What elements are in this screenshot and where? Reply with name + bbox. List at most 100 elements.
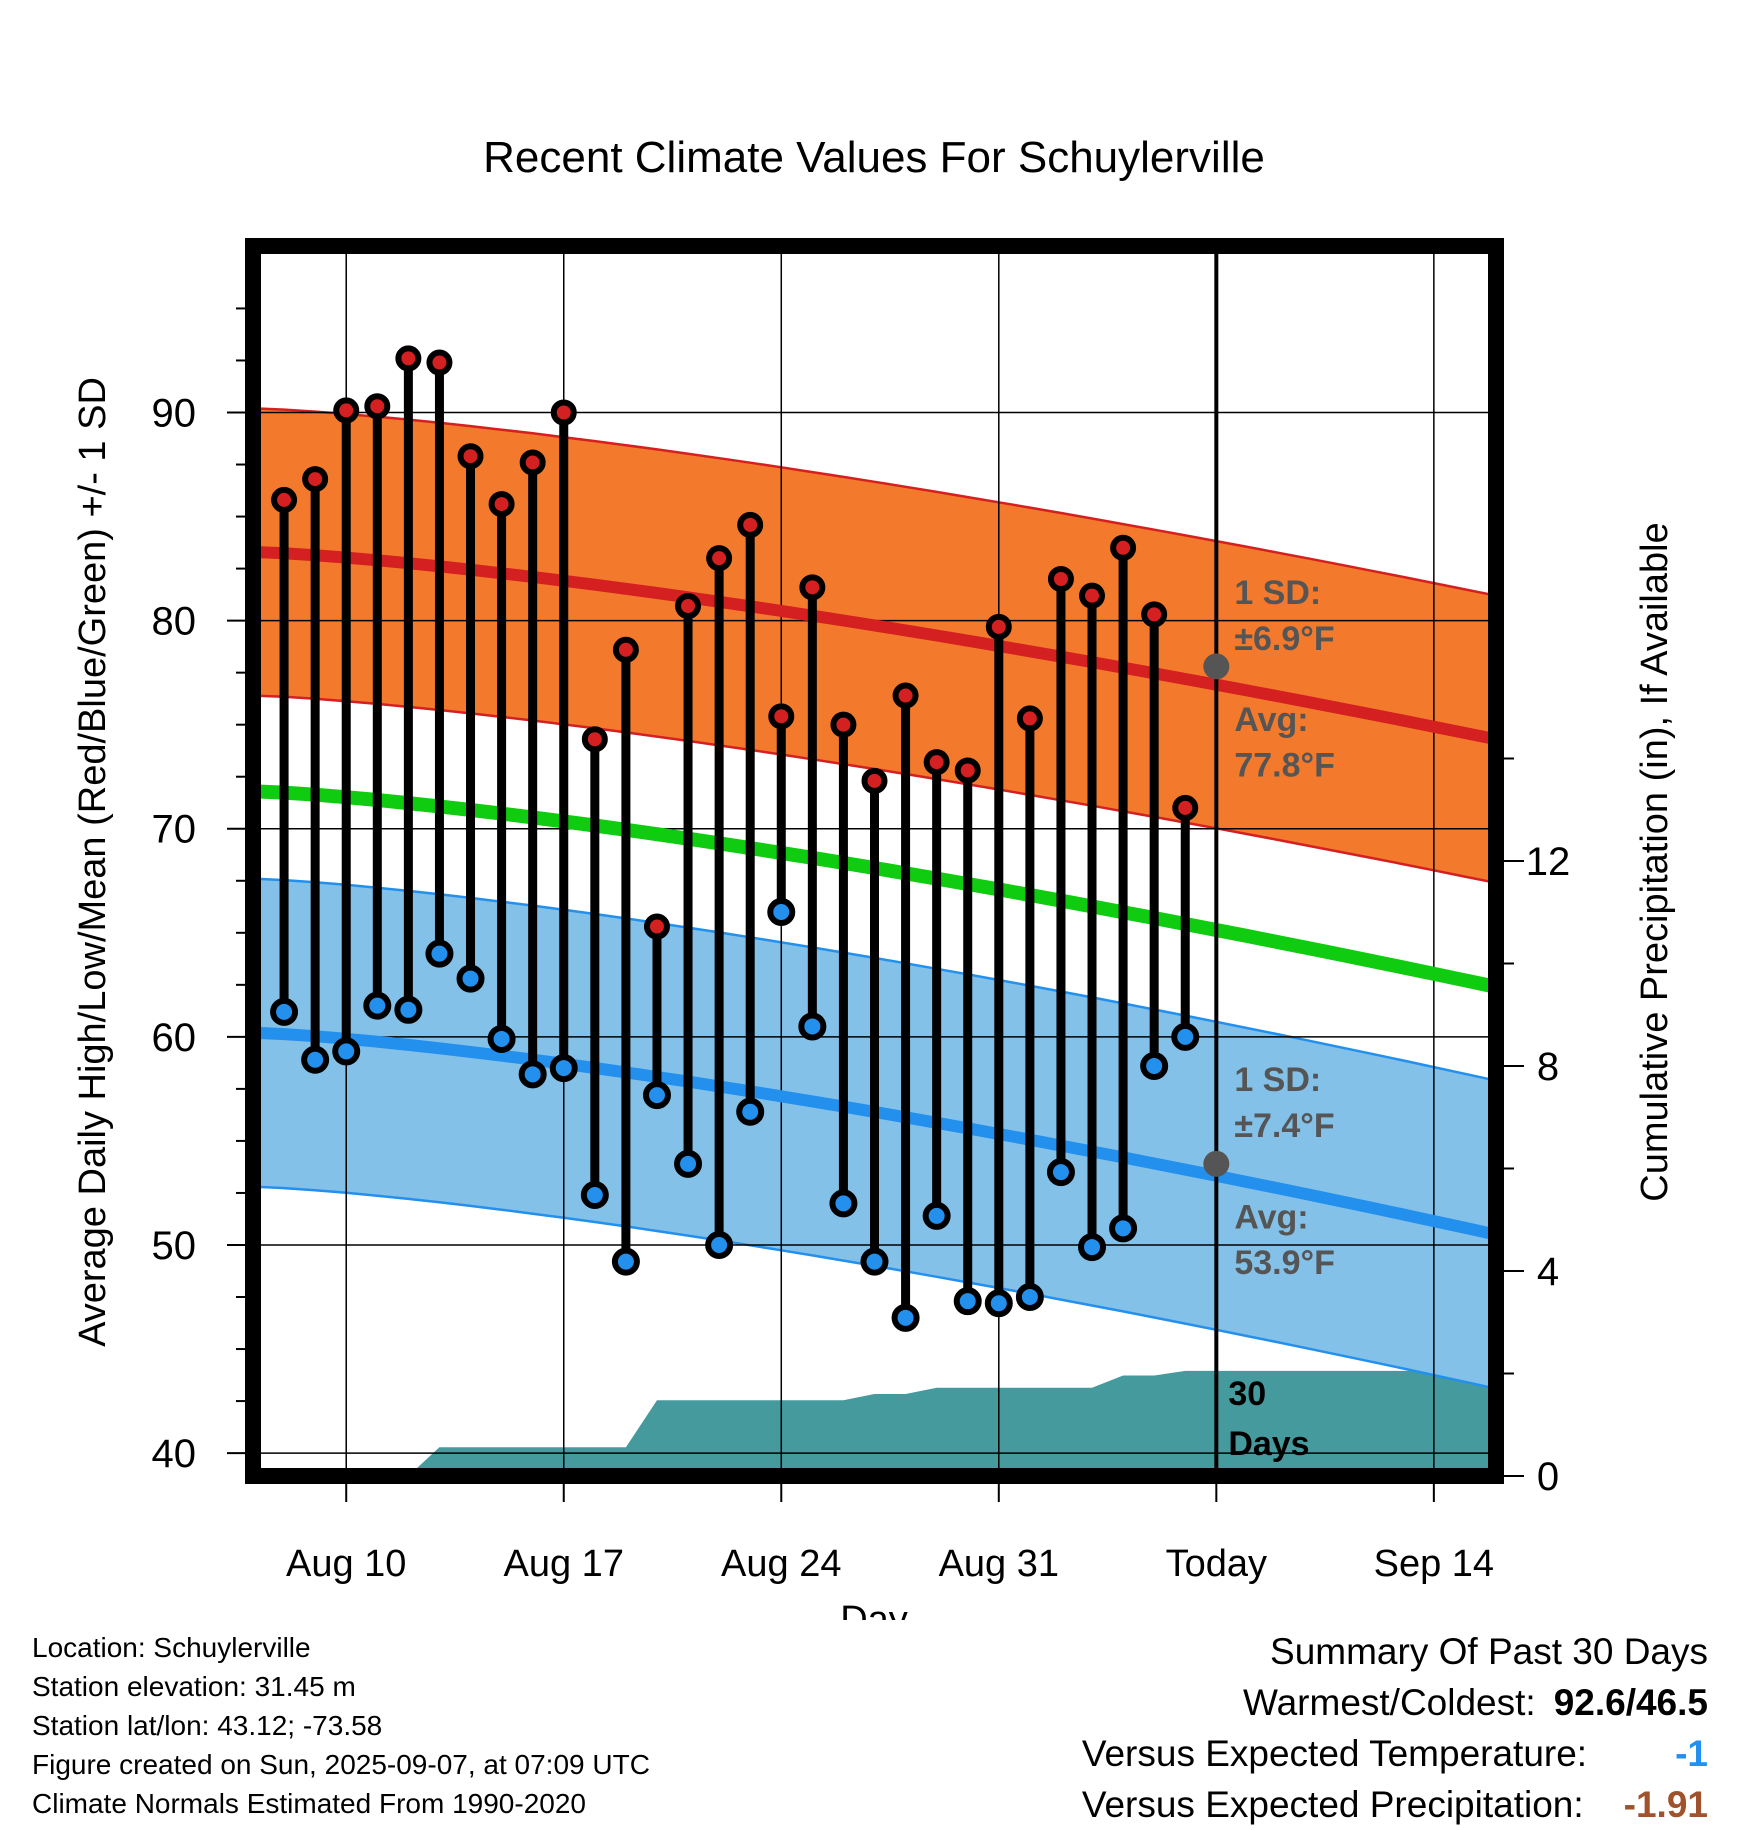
x-tick-label: Today (1166, 1543, 1267, 1585)
elevation-text: Station elevation: 31.45 m (32, 1671, 356, 1702)
daily-high-point (985, 613, 1012, 640)
daily-low-point (860, 1247, 889, 1276)
y-tick-label: 90 (152, 391, 197, 435)
daily-high-point (830, 711, 857, 738)
x-axis-label: Day (840, 1599, 908, 1620)
x-tick-label: Aug 17 (504, 1543, 624, 1585)
today-low-avg-marker (1203, 1150, 1230, 1177)
daily-high-point (612, 636, 639, 663)
daily-high-point (302, 466, 329, 493)
daily-high-point (550, 399, 577, 426)
summary-temp-row: Versus Expected Temperature: -1 (1082, 1728, 1708, 1779)
low-sd-label: 1 SD: (1234, 1061, 1321, 1099)
low-avg-value: 53.9°F (1234, 1244, 1335, 1282)
daily-low-point (611, 1247, 640, 1276)
daily-low-point (270, 997, 299, 1026)
daily-low-point (425, 939, 454, 968)
x-tick-label: Aug 31 (939, 1543, 1059, 1585)
y2-tick-label: 4 (1537, 1250, 1559, 1294)
summary-title: Summary Of Past 30 Days (1270, 1631, 1708, 1672)
high-avg-value: 77.8°F (1234, 747, 1335, 785)
created-text: Figure created on Sun, 2025-09-07, at 07… (32, 1749, 650, 1780)
high-sd-label: 1 SD: (1234, 574, 1321, 612)
climate-chart: Recent Climate Values For Schuylerville … (72, 133, 1676, 1620)
daily-low-point (705, 1230, 734, 1259)
high-avg-label: Avg: (1234, 701, 1308, 739)
daily-high-point (954, 757, 981, 784)
precip-area (417, 1370, 1488, 1468)
plot-frame (245, 238, 1504, 1484)
low-sd-value: ±7.4°F (1234, 1107, 1334, 1145)
precip-value: -1.91 (1623, 1784, 1708, 1825)
daily-low-point (642, 1081, 671, 1110)
daily-low-point (1140, 1052, 1169, 1080)
daily-high-point (1110, 534, 1137, 561)
station-info: Location: Schuylerville Station elevatio… (32, 1628, 650, 1823)
daily-high-point (364, 393, 391, 420)
daily-high-point (1047, 565, 1074, 592)
daily-high-point (1172, 794, 1199, 821)
daily-high-point (799, 574, 826, 601)
daily-low-point (829, 1189, 858, 1218)
summary-panel: Summary Of Past 30 Days Warmest/Coldest:… (1082, 1626, 1708, 1830)
temp-value: -1 (1675, 1733, 1708, 1774)
daily-high-point (768, 703, 795, 730)
daily-low-point (798, 1012, 827, 1041)
summary-precip-row: Versus Expected Precipitation: -1.91 (1082, 1779, 1708, 1830)
y2-tick-label: 12 (1526, 840, 1571, 884)
y-tick-label: 80 (152, 600, 197, 644)
daily-low-point (1171, 1022, 1200, 1051)
daily-high-point (706, 545, 733, 572)
days-label-number: 30 (1228, 1375, 1266, 1413)
daily-high-point (395, 345, 422, 372)
y-tick-label: 40 (152, 1432, 197, 1476)
temp-label: Versus Expected Temperature: (1081, 1733, 1588, 1774)
daily-low-point (580, 1181, 609, 1210)
daily-high-point (1141, 601, 1168, 628)
warm-cold-value: 92.6/46.5 (1553, 1682, 1708, 1723)
daily-high-point (271, 486, 298, 513)
daily-low-point (984, 1289, 1013, 1318)
daily-high-point (675, 593, 702, 620)
daily-low-point (891, 1303, 920, 1332)
daily-low-point (767, 897, 796, 926)
x-tick-label: Aug 24 (721, 1543, 841, 1585)
daily-high-point (892, 682, 919, 709)
y-axis-label: Average Daily High/Low/Mean (Red/Blue/Gr… (72, 377, 114, 1347)
daily-high-point (581, 726, 608, 753)
daily-low-point (549, 1054, 578, 1083)
daily-low-point (363, 991, 392, 1020)
daily-low-point (332, 1037, 361, 1066)
daily-high-point (923, 749, 950, 776)
daily-low-point (953, 1287, 982, 1316)
location-text: Location: Schuylerville (32, 1632, 311, 1663)
daily-high-point (1079, 582, 1106, 609)
daily-low-point (1046, 1158, 1075, 1187)
y2-tick-label: 0 (1537, 1455, 1559, 1499)
daily-high-point (737, 511, 764, 538)
y2-tick-label: 8 (1537, 1045, 1559, 1089)
daily-low-point (1109, 1214, 1138, 1243)
normals-period-text: Climate Normals Estimated From 1990-2020 (32, 1788, 586, 1819)
y-tick-label: 70 (152, 808, 197, 852)
daily-low-point (674, 1149, 703, 1178)
chart-title: Recent Climate Values For Schuylerville (483, 133, 1265, 182)
daily-low-point (456, 964, 485, 993)
daily-high-point (861, 767, 888, 794)
daily-low-point (736, 1097, 765, 1126)
x-tick-label: Sep 14 (1374, 1543, 1494, 1585)
high-sd-value: ±6.9°F (1234, 620, 1334, 658)
daily-high-point (457, 443, 484, 470)
daily-high-point (1016, 705, 1043, 732)
daily-low-point (1078, 1233, 1107, 1262)
high-avg-line (261, 546, 1488, 744)
low-avg-label: Avg: (1234, 1198, 1308, 1236)
daily-low-point (922, 1201, 951, 1230)
latlon-text: Station lat/lon: 43.12; -73.58 (32, 1710, 383, 1741)
y-tick-label: 50 (152, 1224, 197, 1268)
days-label-text: Days (1228, 1425, 1309, 1463)
warm-cold-label: Warmest/Coldest: (1243, 1682, 1536, 1723)
daily-high-point (643, 913, 670, 940)
daily-low-point (487, 1024, 516, 1053)
today-high-avg-marker (1203, 653, 1230, 680)
